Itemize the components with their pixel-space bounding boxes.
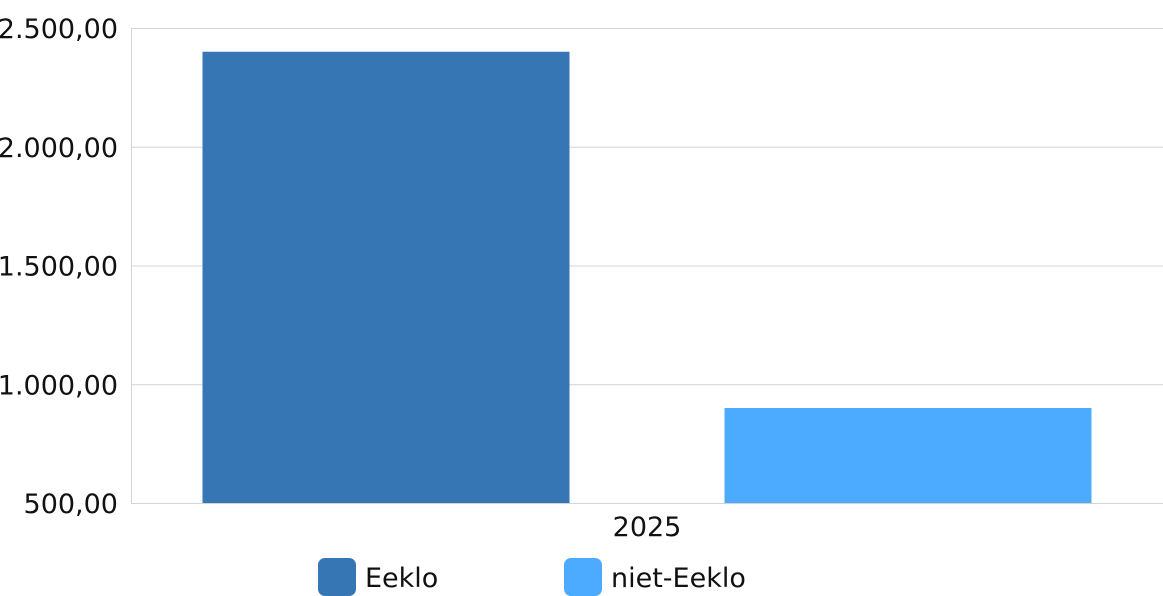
y-tick-label: 1.500,00 xyxy=(0,252,118,283)
x-category-label: 2025 xyxy=(613,512,682,543)
legend-swatch xyxy=(318,558,356,596)
legend-item-eeklo[interactable]: Eeklo xyxy=(318,558,438,596)
bars xyxy=(202,51,1092,503)
legend-swatch xyxy=(564,558,602,596)
legend-label: Eeklo xyxy=(365,563,438,594)
legend-item-niet-eeklo[interactable]: niet-Eeklo xyxy=(564,558,746,596)
y-axis-tick-labels: 2.500,00 2.000,00 1.500,00 1.000,00 500,00 xyxy=(0,14,118,520)
bar-eeklo xyxy=(202,51,570,503)
x-axis-category-labels: 2025 xyxy=(613,512,682,543)
bar-niet-eeklo xyxy=(724,408,1092,503)
y-tick-label: 1.000,00 xyxy=(0,370,118,401)
legend[interactable]: Eeklo niet-Eeklo xyxy=(318,558,746,596)
y-tick-label: 500,00 xyxy=(24,489,118,520)
y-tick-label: 2.000,00 xyxy=(0,133,118,164)
legend-label: niet-Eeklo xyxy=(611,563,746,594)
y-tick-label: 2.500,00 xyxy=(0,14,118,45)
